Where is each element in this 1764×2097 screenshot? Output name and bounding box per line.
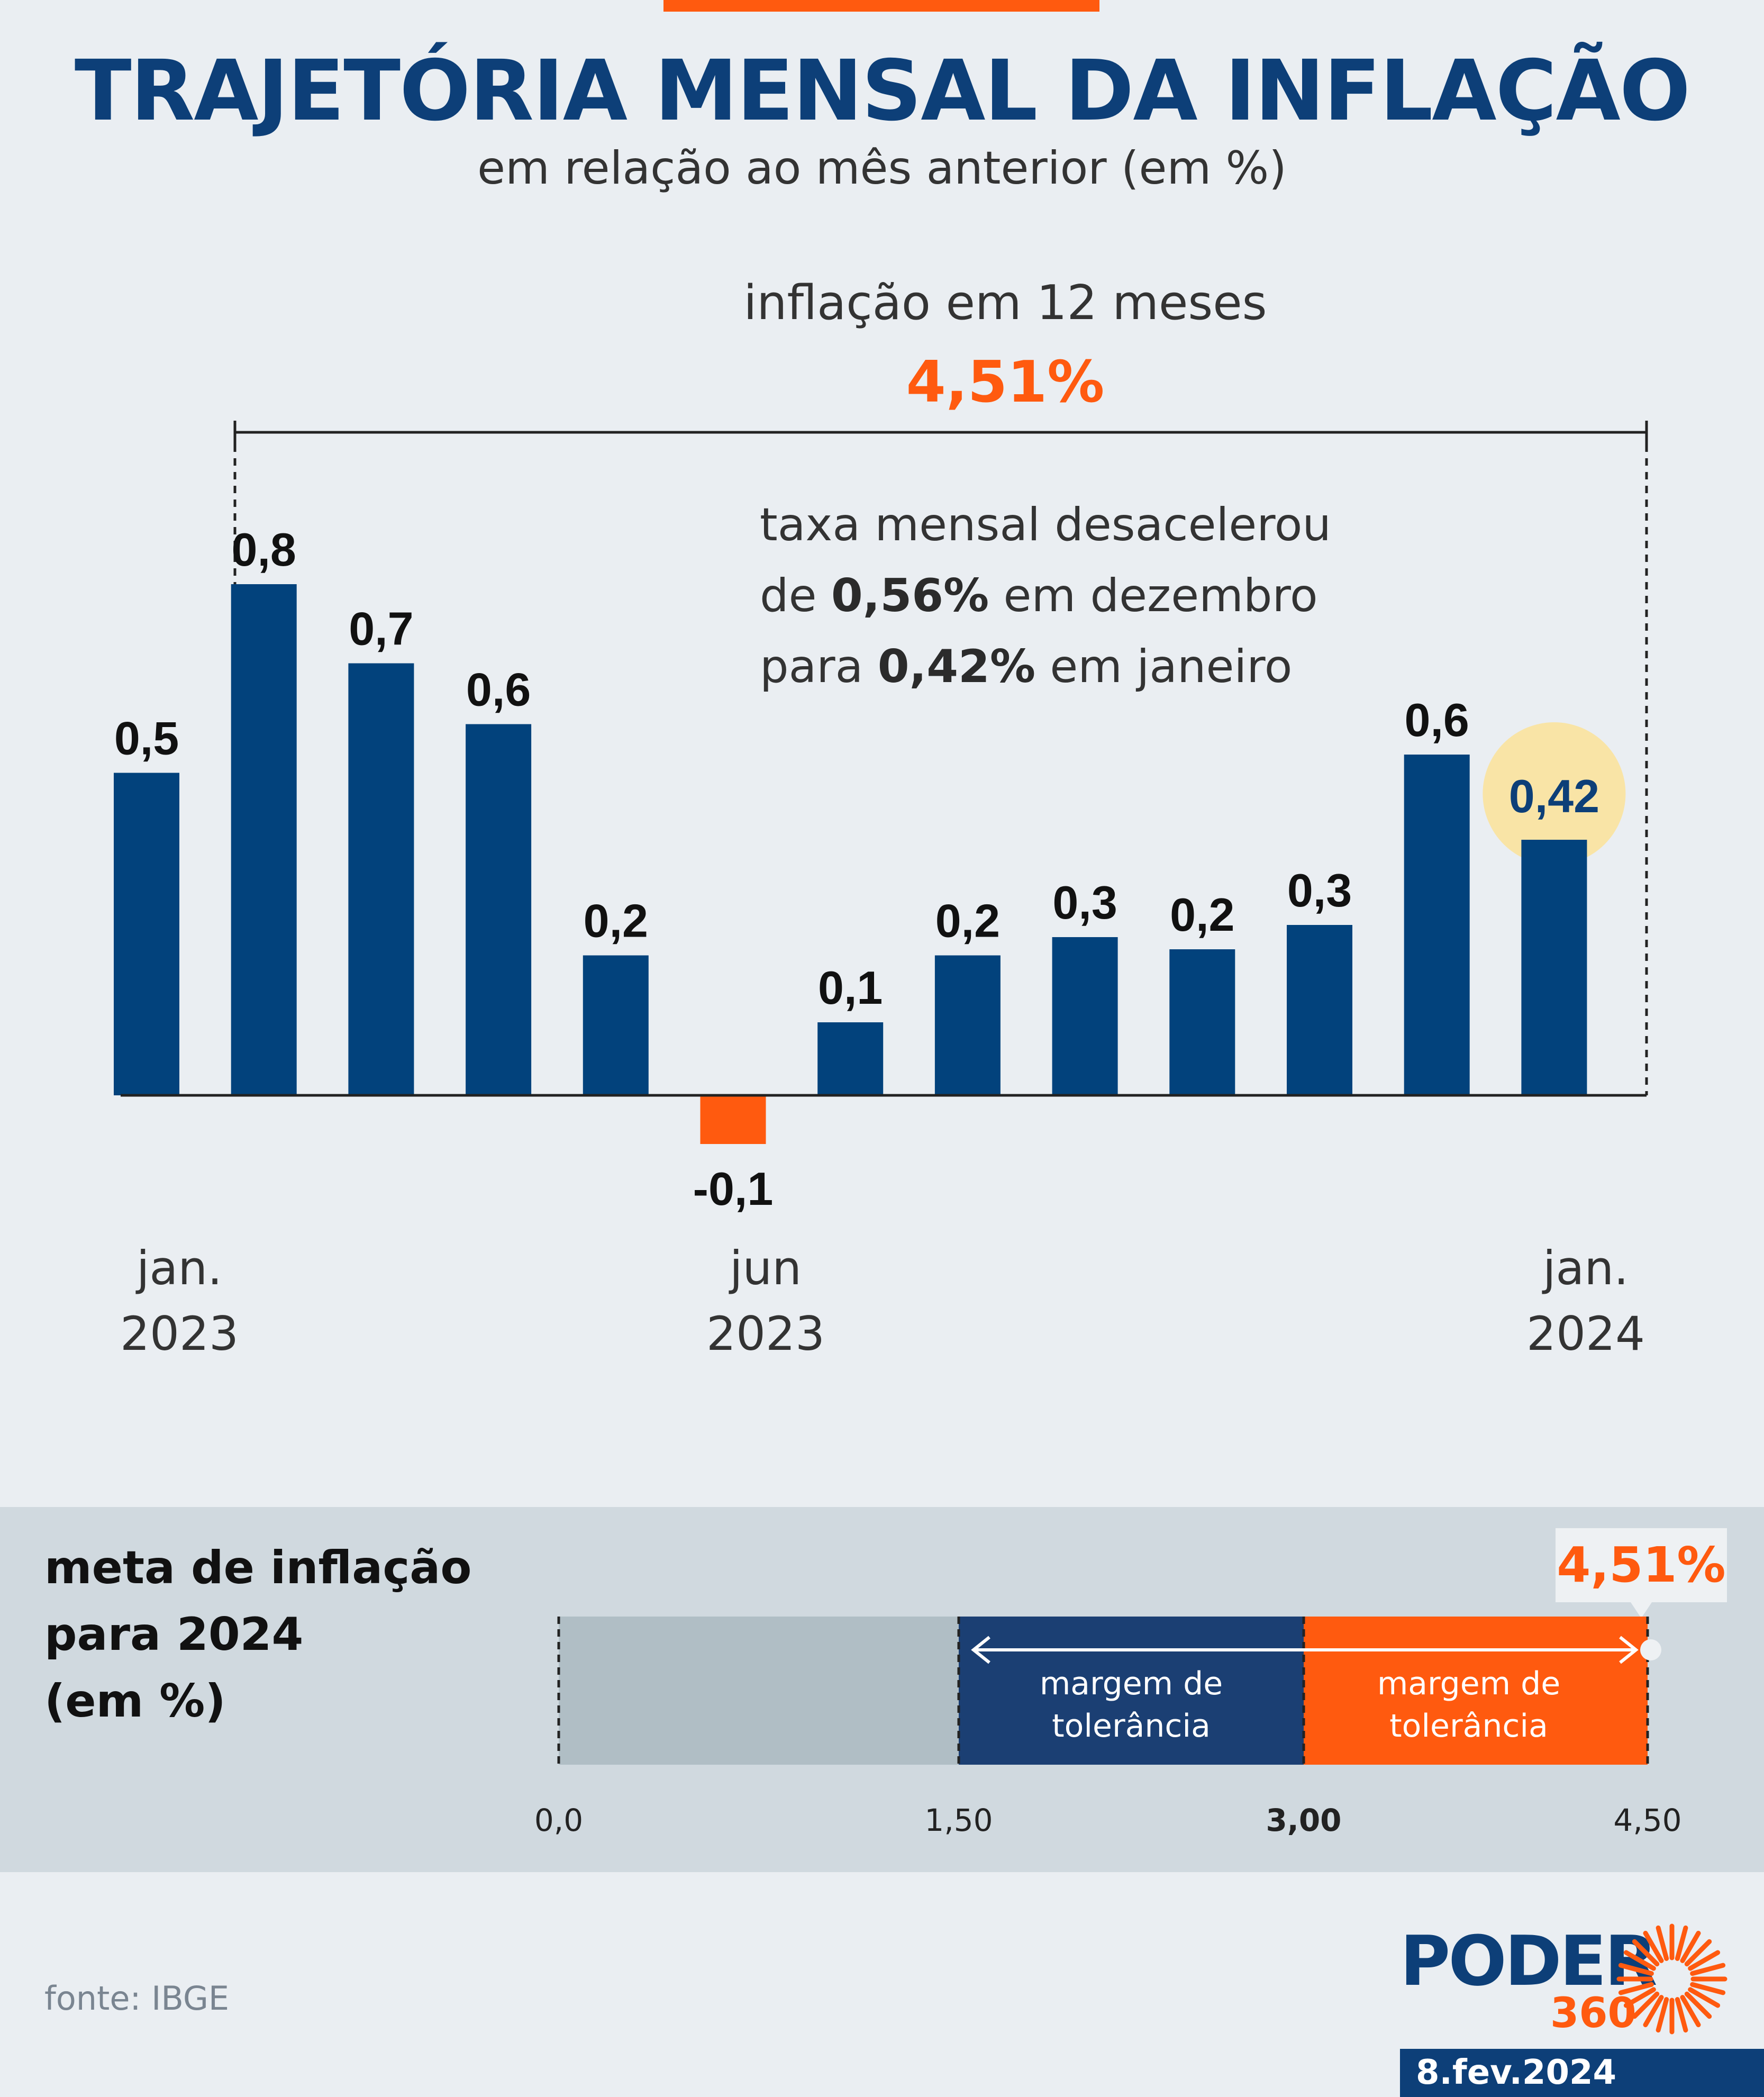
- tick-label-1: 1,50: [924, 1802, 993, 1838]
- logo-wordmark: PODER: [1400, 1921, 1658, 2001]
- bar-7: [934, 955, 1001, 1095]
- logo-ray: [1656, 1925, 1669, 1961]
- bar-11: [1404, 755, 1470, 1095]
- logo-ray: [1680, 1995, 1701, 2028]
- bar-chart: 0,5 0,8 0,7 0,6 0,2 -0,1 0,1 0,2 0,3 0,2 0,3 0,6 0,4…: [114, 421, 1648, 1215]
- bar-label-5: -0,1: [693, 1163, 774, 1215]
- date-bar: 8.fev.2024: [1400, 2049, 1764, 2097]
- bar-4: [583, 955, 649, 1095]
- logo-ray: [1688, 1987, 1721, 2008]
- bar-9: [1169, 949, 1235, 1095]
- logo-ray: [1688, 1950, 1721, 1971]
- bar-12: [1521, 840, 1587, 1095]
- twelve-month-value: 4,51%: [906, 349, 1105, 415]
- x-label-jan-2023: jan. 2023: [120, 1241, 239, 1361]
- logo-ray: [1656, 1997, 1669, 2033]
- bar-label-1: 0,8: [232, 523, 296, 576]
- tolerance-label-lower: margem de tolerância: [1039, 1665, 1223, 1745]
- bar-8: [1052, 937, 1118, 1095]
- bar-label-11: 0,6: [1405, 694, 1469, 746]
- logo-ray: [1690, 1982, 1726, 1995]
- bar-label-6: 0,1: [818, 961, 883, 1014]
- bar-label-3: 0,6: [466, 664, 531, 716]
- logo-ray: [1690, 1963, 1726, 1976]
- top-accent-bar: [663, 0, 1099, 12]
- bar-0: [114, 773, 179, 1095]
- logo-ray: [1684, 1939, 1712, 1967]
- bar-label-0: 0,5: [114, 712, 179, 765]
- tick-label-3: 4,50: [1613, 1802, 1682, 1838]
- bar-label-2: 0,7: [349, 603, 413, 655]
- logo-ray: [1675, 1925, 1688, 1961]
- logo-ray: [1675, 1997, 1688, 2033]
- bar-label-10: 0,3: [1287, 864, 1352, 916]
- target-title: meta de inflação para 2024 (em %): [44, 1541, 472, 1728]
- annotation-line-1: taxa mensal desacelerou: [760, 498, 1331, 551]
- bar-2: [348, 663, 414, 1095]
- bar-3: [466, 724, 532, 1095]
- tick-label-0: 0,0: [534, 1802, 584, 1838]
- annotation-line-2: de 0,56% em dezembro: [760, 569, 1318, 622]
- twelve-month-label: inflação em 12 meses: [743, 275, 1267, 331]
- target-callout: 4,51%: [1556, 1528, 1727, 1602]
- bar-5: [700, 1095, 766, 1144]
- chart-subtitle: em relação ao mês anterior (em %): [477, 142, 1287, 195]
- bar-label-12: 0,42: [1509, 770, 1599, 822]
- highlight-circle: [1483, 722, 1626, 865]
- bar-1: [231, 584, 297, 1095]
- chart-title: TRAJETÓRIA MENSAL DA INFLAÇÃO: [74, 42, 1690, 140]
- logo-ray: [1684, 1991, 1712, 2019]
- bar-10: [1287, 925, 1352, 1095]
- bar-6: [817, 1022, 884, 1095]
- logo-360: 360: [1550, 1990, 1636, 2037]
- annotation-text: taxa mensal desacelerou de 0,56% em deze…: [760, 489, 1331, 702]
- bar-label-7: 0,2: [935, 895, 1000, 947]
- logo-ray: [1680, 1930, 1701, 1963]
- source-note: fonte: IBGE: [44, 1979, 230, 2018]
- annotation-line-3: para 0,42% em janeiro: [760, 640, 1293, 693]
- bar-label-8: 0,3: [1052, 876, 1117, 929]
- tolerance-label-upper: margem de tolerância: [1377, 1665, 1561, 1745]
- logo-ray: [1643, 1995, 1664, 2028]
- x-label-jun-2023: jun 2023: [706, 1241, 825, 1361]
- x-label-jan-2024: jan. 2024: [1526, 1241, 1645, 1361]
- bar-label-9: 0,2: [1170, 888, 1234, 941]
- bar-label-4: 0,2: [584, 895, 648, 947]
- tick-label-2: 3,00: [1266, 1802, 1342, 1838]
